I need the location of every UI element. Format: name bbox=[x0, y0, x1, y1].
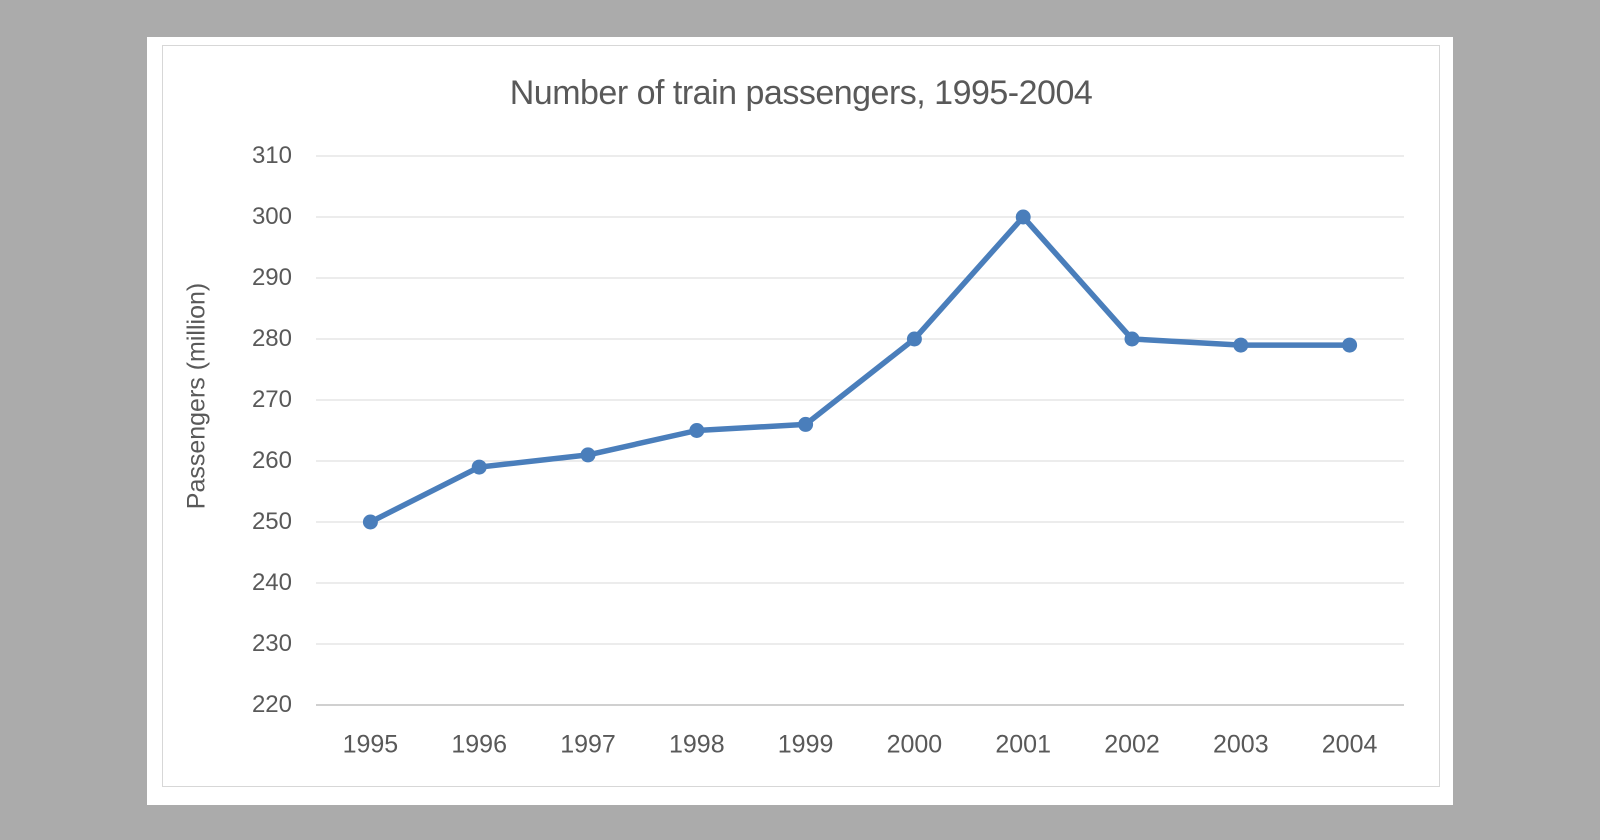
y-tick-label: 220 bbox=[251, 691, 292, 718]
x-tick-label: 1996 bbox=[451, 730, 507, 759]
x-tick-label: 2003 bbox=[1212, 730, 1269, 759]
y-tick-label: 230 bbox=[251, 630, 292, 657]
data-point-2002 bbox=[1124, 331, 1140, 347]
x-tick-label: 2001 bbox=[995, 730, 1051, 759]
line-chart-svg bbox=[316, 155, 1404, 706]
x-tick-label: 1998 bbox=[668, 730, 725, 759]
x-tick-label: 1997 bbox=[560, 730, 616, 759]
y-tick-label: 270 bbox=[251, 386, 292, 413]
data-point-2001 bbox=[1015, 209, 1031, 225]
data-point-2003 bbox=[1233, 337, 1249, 353]
data-point-1997 bbox=[580, 447, 596, 463]
data-line bbox=[367, 214, 1353, 525]
x-tick-label: 2000 bbox=[886, 730, 943, 759]
x-tick-label: 2004 bbox=[1321, 730, 1378, 759]
y-tick-label: 240 bbox=[251, 569, 292, 596]
x-tick-label: 1999 bbox=[777, 730, 834, 759]
y-tick-label: 250 bbox=[251, 508, 292, 535]
data-point-1999 bbox=[798, 416, 814, 432]
x-tick-label: 2002 bbox=[1104, 730, 1160, 759]
y-tick-label: 290 bbox=[251, 264, 292, 291]
chart-title: Number of train passengers, 1995-2004 bbox=[509, 74, 1093, 112]
y-tick-label: 260 bbox=[251, 447, 292, 474]
data-point-2000 bbox=[906, 331, 922, 347]
y-tick-label: 310 bbox=[251, 142, 292, 169]
y-tick-label: 280 bbox=[251, 325, 292, 352]
data-point-1996 bbox=[471, 459, 487, 475]
data-point-1995 bbox=[362, 514, 378, 530]
y-tick-label: 300 bbox=[251, 203, 292, 230]
data-point-1998 bbox=[689, 423, 705, 438]
chart-frame: Number of train passengers, 1995-2004 Pa… bbox=[162, 45, 1440, 787]
chart-card: Number of train passengers, 1995-2004 Pa… bbox=[147, 37, 1453, 805]
data-point-2004 bbox=[1342, 337, 1358, 353]
x-tick-label: 1995 bbox=[342, 730, 399, 759]
